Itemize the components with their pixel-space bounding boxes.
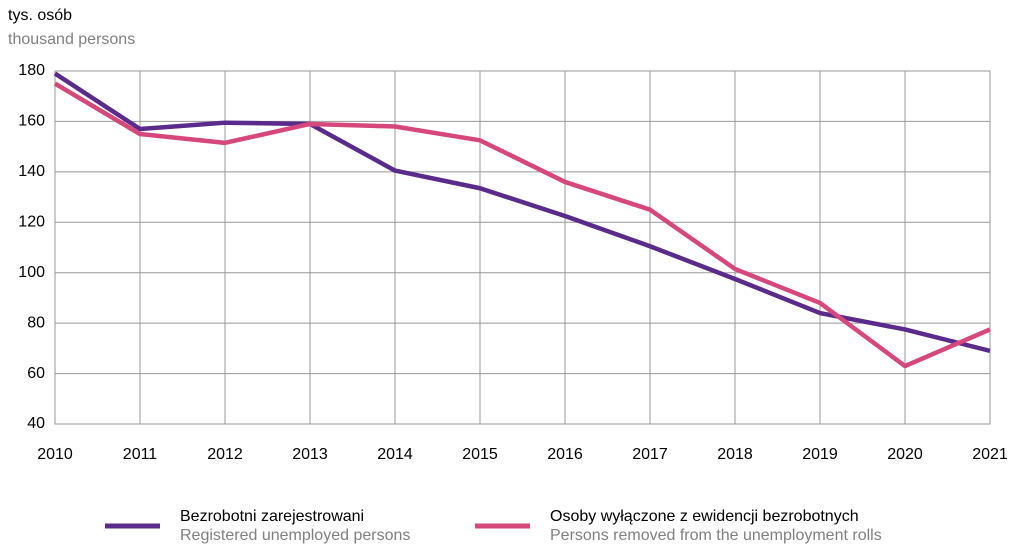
legend-label: Osoby wyłączone z ewidencji bezrobotnych — [550, 508, 859, 525]
y-tick-label: 60 — [27, 365, 45, 382]
legend-label: Bezrobotni zarejestrowani — [180, 508, 364, 525]
x-tick-label: 2011 — [123, 446, 158, 463]
line — [53, 81, 991, 369]
y-tick-label: 120 — [18, 214, 45, 231]
x-tick-label: 2013 — [292, 446, 328, 463]
x-tick-label: 2019 — [802, 446, 838, 463]
x-tick-label: 2016 — [547, 446, 583, 463]
y-tick-label: 140 — [18, 163, 45, 180]
y-tick-label: 100 — [18, 264, 45, 281]
x-tick-label: 2015 — [462, 446, 498, 463]
x-tick-label: 2020 — [887, 446, 923, 463]
plot-border — [54, 70, 991, 425]
x-tick-label: 2018 — [717, 446, 753, 463]
y-tick-label: 40 — [27, 415, 45, 432]
x-tick-label: 2010 — [37, 446, 73, 463]
y-axis-label-en: thousand persons — [8, 31, 135, 48]
y-tick-label: 160 — [18, 113, 45, 130]
y-tick-label: 80 — [27, 314, 45, 331]
x-tick-label: 2014 — [377, 446, 413, 463]
x-tick-label: 2012 — [207, 446, 243, 463]
legend-label-en: Registered unemployed persons — [180, 527, 410, 544]
x-tick-label: 2017 — [632, 446, 668, 463]
y-tick-label: 180 — [18, 62, 45, 79]
line — [53, 71, 991, 354]
legend-label-en: Persons removed from the unemployment ro… — [550, 527, 882, 544]
y-axis-label: tys. osób — [8, 7, 72, 24]
x-tick-label: 2021 — [972, 446, 1008, 463]
